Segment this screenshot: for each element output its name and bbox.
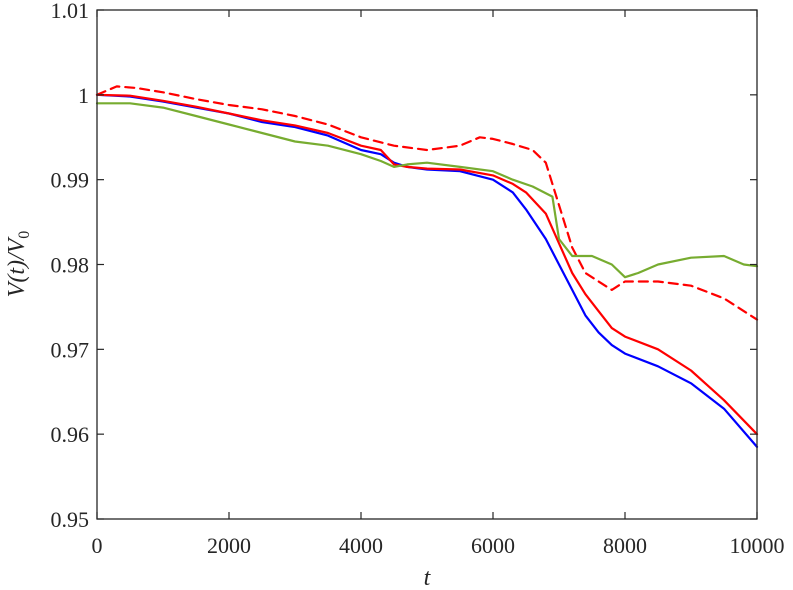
ticks-layer: 0 2000 4000 6000 8000 10000 0.95 0.96 0.97 0.98 0.… — [51, 0, 785, 558]
y-axis-label-subscript: 0 — [16, 231, 33, 239]
x-tick-label: 6000 — [471, 533, 515, 558]
y-tick-label: 0.98 — [51, 253, 90, 278]
x-tick-label: 8000 — [603, 533, 647, 558]
y-tick-label: 1 — [78, 83, 89, 108]
series-line-3 — [95, 85, 759, 321]
x-tick-label: 4000 — [339, 533, 383, 558]
series-line-2 — [95, 93, 759, 436]
series-layer — [95, 85, 759, 448]
plot-area — [97, 10, 757, 519]
y-tick-label: 0.97 — [51, 337, 90, 362]
y-tick-label: 1.01 — [51, 0, 90, 23]
x-axis-label: t — [424, 565, 432, 590]
y-tick-label: 0.95 — [51, 507, 90, 532]
x-tick-label: 2000 — [207, 533, 251, 558]
y-tick-label: 0.99 — [51, 168, 90, 193]
y-tick-label: 0.96 — [51, 422, 90, 447]
y-axis-label-main: V(t)/V — [4, 236, 30, 297]
x-tick-label: 10000 — [730, 533, 785, 558]
y-axis-label: V(t)/V0 — [4, 231, 33, 298]
x-tick-label: 0 — [92, 533, 103, 558]
series-line-4 — [95, 102, 759, 279]
